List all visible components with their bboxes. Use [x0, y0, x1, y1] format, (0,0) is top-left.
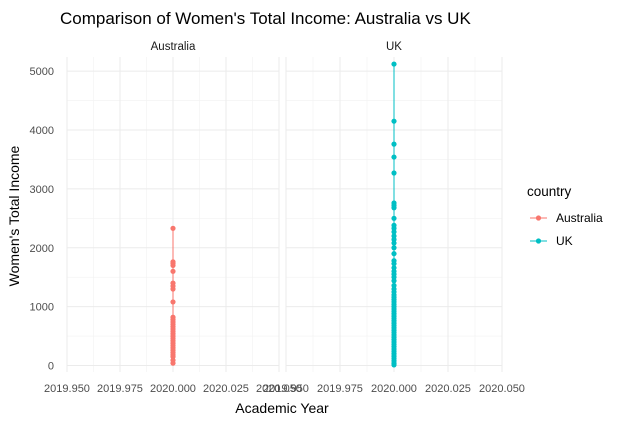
legend-key-point	[535, 238, 542, 244]
data-point	[391, 362, 397, 368]
data-point	[170, 225, 176, 231]
chart-title: Comparison of Women's Total Income: Aust…	[60, 9, 471, 28]
y-tick-label: 1000	[30, 302, 54, 314]
data-point	[170, 268, 176, 274]
data-point	[170, 262, 176, 269]
data-point	[391, 245, 397, 251]
legend-label-uk: UK	[556, 234, 573, 248]
y-tick-label: 2000	[30, 243, 54, 255]
facet-strip-label: UK	[386, 41, 402, 53]
x-tick-label: 2020.025	[425, 383, 471, 395]
facet-panel-uk: UK 2019.950 2019.975 2020.000 2020.025 2020.0…	[263, 41, 525, 395]
data-point	[391, 261, 397, 267]
x-tick-label: 2020.050	[256, 383, 302, 395]
data-point	[170, 360, 176, 366]
data-point	[391, 278, 397, 284]
data-point	[391, 170, 397, 176]
data-point	[170, 299, 176, 305]
data-point	[391, 118, 397, 124]
y-tick-label: 0	[48, 361, 54, 373]
x-tick-label: 2019.950	[263, 383, 309, 395]
legend-key-point	[535, 215, 542, 221]
facet-strip-label: Australia	[151, 41, 196, 53]
y-tick-label: 3000	[30, 184, 54, 196]
legend: country Australia UK	[527, 184, 603, 248]
legend-label-australia: Australia	[556, 211, 603, 225]
data-point	[391, 240, 397, 246]
x-axis-title: Academic Year	[235, 400, 329, 416]
y-tick-label: 4000	[30, 125, 54, 137]
y-axis-title: Women's Total Income	[6, 145, 22, 286]
x-tick-label: 2019.975	[97, 383, 143, 395]
data-point	[170, 286, 176, 292]
data-point	[391, 61, 397, 67]
x-tick-label: 2020.000	[150, 383, 196, 395]
data-point	[391, 141, 397, 147]
legend-title: country	[527, 184, 572, 199]
facet-panel-australia: Australia 2019.950 2019.975 2020.000 2020.02…	[30, 41, 302, 395]
data-point	[391, 205, 397, 211]
x-tick-label: 2019.975	[317, 383, 363, 395]
x-tick-label: 2020.000	[371, 383, 417, 395]
data-point	[391, 215, 397, 221]
data-point	[391, 229, 397, 235]
data-point	[391, 154, 397, 160]
x-tick-label: 2020.025	[203, 383, 249, 395]
y-tick-label: 5000	[30, 66, 54, 78]
data-point	[391, 251, 397, 257]
x-tick-label: 2020.050	[479, 383, 525, 395]
x-tick-label: 2019.950	[44, 383, 90, 395]
